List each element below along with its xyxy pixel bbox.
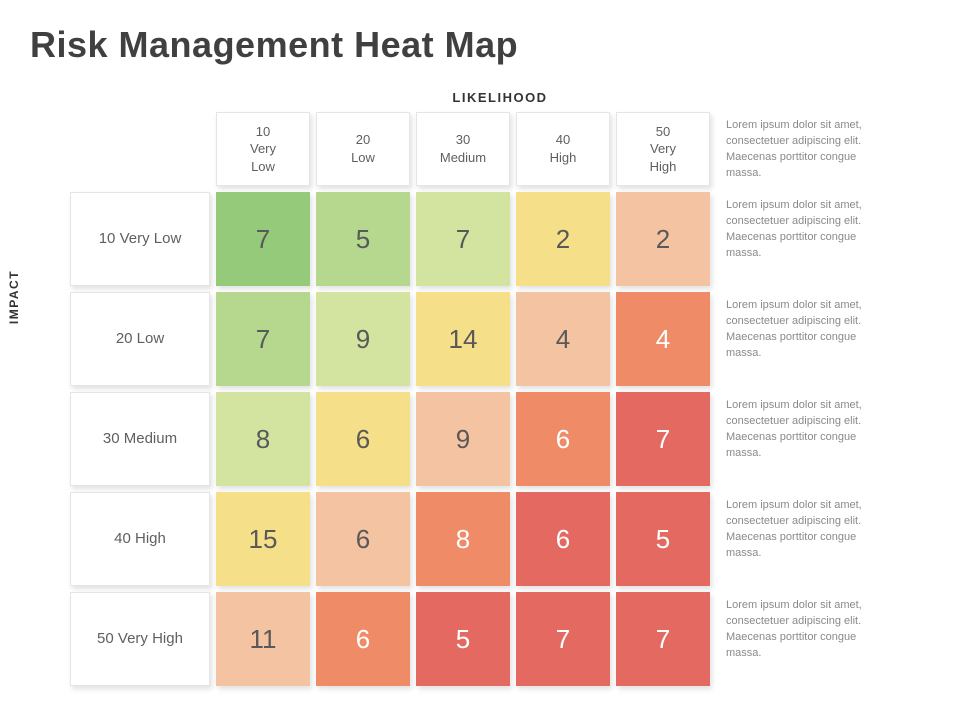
cell-1-3: 4 [516,292,610,386]
cell-0-4: 2 [616,192,710,286]
cell-4-0: 11 [216,592,310,686]
cell-4-3: 7 [516,592,610,686]
row-header-4: 50 Very High [70,592,210,686]
heatmap-chart: LIKELIHOOD IMPACT 10VeryLow 20Low 30Medi… [30,90,930,690]
row-note-0: Lorem ipsum dolor sit amet, consectetuer… [716,112,896,186]
col-header-2: 30Medium [416,112,510,186]
cell-2-1: 6 [316,392,410,486]
col-header-3: 40High [516,112,610,186]
cell-3-3: 6 [516,492,610,586]
cell-3-0: 15 [216,492,310,586]
row-note-2: Lorem ipsum dolor sit amet, consectetuer… [716,292,896,386]
col-header-4: 50VeryHigh [616,112,710,186]
row-note-4: Lorem ipsum dolor sit amet, consectetuer… [716,492,896,586]
y-axis-title: IMPACT [7,237,21,357]
heatmap-grid: 10VeryLow 20Low 30Medium 40High 50VeryHi… [70,112,896,686]
cell-0-2: 7 [416,192,510,286]
cell-0-0: 7 [216,192,310,286]
cell-0-3: 2 [516,192,610,286]
cell-4-4: 7 [616,592,710,686]
row-header-1: 20 Low [70,292,210,386]
page-title: Risk Management Heat Map [30,24,930,66]
row-header-0: 10 Very Low [70,192,210,286]
cell-1-0: 7 [216,292,310,386]
cell-1-1: 9 [316,292,410,386]
cell-2-4: 7 [616,392,710,486]
cell-4-2: 5 [416,592,510,686]
corner-blank [70,112,210,186]
col-header-1: 20Low [316,112,410,186]
cell-1-2: 14 [416,292,510,386]
row-note-1: Lorem ipsum dolor sit amet, consectetuer… [716,192,896,286]
x-axis-title: LIKELIHOOD [370,90,630,105]
row-header-2: 30 Medium [70,392,210,486]
col-header-0: 10VeryLow [216,112,310,186]
cell-3-1: 6 [316,492,410,586]
row-note-5: Lorem ipsum dolor sit amet, consectetuer… [716,592,896,686]
cell-2-2: 9 [416,392,510,486]
cell-2-3: 6 [516,392,610,486]
cell-0-1: 5 [316,192,410,286]
cell-2-0: 8 [216,392,310,486]
cell-3-4: 5 [616,492,710,586]
cell-3-2: 8 [416,492,510,586]
cell-4-1: 6 [316,592,410,686]
row-header-3: 40 High [70,492,210,586]
cell-1-4: 4 [616,292,710,386]
row-note-3: Lorem ipsum dolor sit amet, consectetuer… [716,392,896,486]
